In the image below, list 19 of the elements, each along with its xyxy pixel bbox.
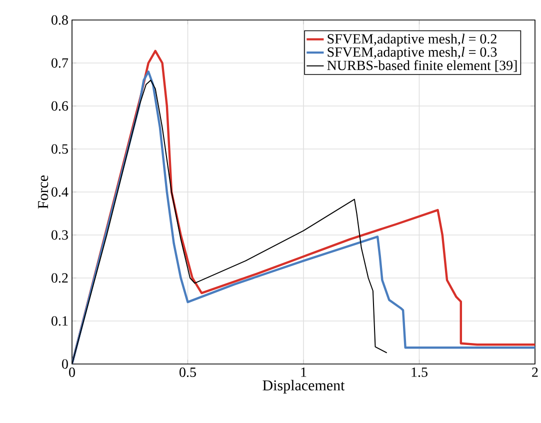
y-tick-label: 0.4 [52,187,68,197]
y-tick-label: 0.5 [52,144,68,154]
x-axis-title: Displacement [262,380,345,394]
x-tick-label: 0 [69,368,75,377]
x-tick-label: 1 [301,368,306,377]
x-tick-label: 2 [532,368,538,377]
legend-label: NURBS-based finite element [39] [327,60,517,72]
legend-label: SFVEM,adaptive mesh,l = 0.3 [328,46,497,60]
y-tick-label: 0.6 [52,101,68,111]
x-tick-label: 0.5 [180,368,196,378]
y-axis-title: Force [38,175,48,209]
y-tick-label: 0.3 [52,230,68,240]
legend-label: SFVEM,adaptive mesh,l = 0.2 [328,34,496,46]
y-tick-label: 0.1 [52,316,68,326]
x-tick-label: 1.5 [412,368,428,377]
y-tick-label: 0.7 [52,58,68,68]
y-tick-label: 0.2 [52,273,68,283]
y-tick-label: 0 [62,359,68,369]
y-tick-label: 0.8 [52,15,68,25]
